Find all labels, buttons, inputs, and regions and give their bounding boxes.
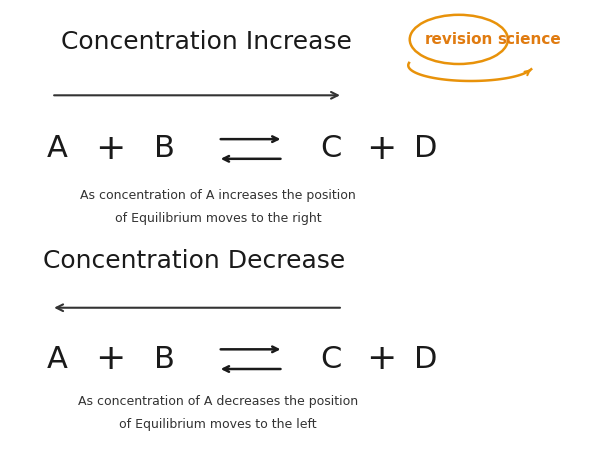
Text: As concentration of A increases the position: As concentration of A increases the posi… (80, 189, 356, 202)
Text: B: B (154, 135, 175, 163)
Text: C: C (320, 345, 341, 373)
Text: Concentration Increase: Concentration Increase (61, 30, 352, 54)
Text: As concentration of A decreases the position: As concentration of A decreases the posi… (78, 395, 358, 408)
Text: +: + (366, 132, 397, 166)
Text: +: + (95, 132, 126, 166)
Text: A: A (47, 135, 68, 163)
Text: D: D (415, 345, 438, 373)
Text: Concentration Decrease: Concentration Decrease (43, 249, 345, 273)
Text: of Equilibrium moves to the left: of Equilibrium moves to the left (119, 418, 317, 431)
Text: C: C (320, 135, 341, 163)
Text: revision: revision (425, 32, 493, 47)
Text: of Equilibrium moves to the right: of Equilibrium moves to the right (115, 212, 321, 225)
Text: science: science (497, 32, 561, 47)
Text: +: + (366, 342, 397, 376)
Text: B: B (154, 345, 175, 373)
Text: A: A (47, 345, 68, 373)
Text: +: + (95, 342, 126, 376)
Text: D: D (415, 135, 438, 163)
